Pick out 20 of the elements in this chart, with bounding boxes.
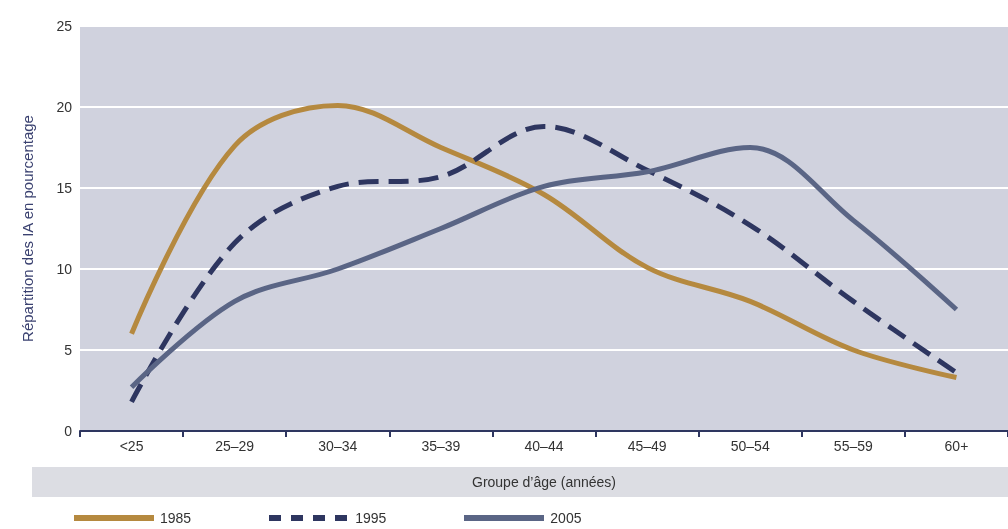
- x-tick-label: 45–49: [627, 438, 667, 454]
- x-tick-label: 25–29: [215, 438, 255, 454]
- legend-label: 2005: [550, 510, 582, 526]
- x-tick-label: 55–59: [833, 438, 874, 454]
- y-tick-label: 0: [64, 423, 73, 439]
- y-tick-label: 5: [64, 342, 73, 358]
- x-tick-label: <25: [119, 438, 144, 454]
- y-tick-label: 25: [56, 18, 73, 34]
- legend-label: 1995: [355, 510, 387, 526]
- x-axis-title: Groupe d’âge (années): [472, 474, 616, 490]
- x-tick-label: 50–54: [730, 438, 770, 454]
- y-tick-label: 20: [56, 99, 73, 115]
- x-tick-label: 60+: [944, 438, 969, 454]
- y-tick-label: 15: [56, 180, 73, 196]
- legend-label: 1985: [160, 510, 192, 526]
- y-axis-title: Répartition des IA en pourcentage: [19, 115, 36, 342]
- y-tick-label: 10: [56, 261, 73, 277]
- x-tick-label: 30–34: [318, 438, 358, 454]
- x-tick-label: 40–44: [524, 438, 564, 454]
- x-tick-label: 35–39: [421, 438, 461, 454]
